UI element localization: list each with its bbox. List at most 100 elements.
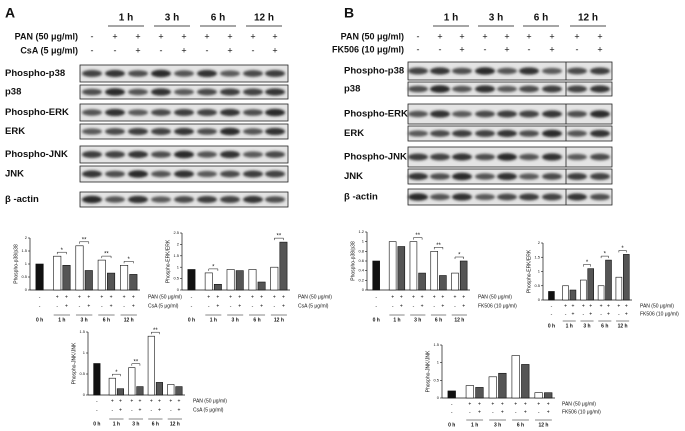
band xyxy=(497,67,517,75)
x-group-label: 12 h xyxy=(124,317,134,323)
bar xyxy=(372,260,380,291)
band xyxy=(105,88,125,96)
band xyxy=(519,110,539,118)
bar xyxy=(84,270,93,291)
band xyxy=(82,109,102,116)
significance-bracket xyxy=(413,237,423,240)
bar xyxy=(270,266,279,291)
treatment-sign: + xyxy=(478,409,481,415)
treatment-sign: + xyxy=(169,398,172,404)
treatment-sign: + xyxy=(87,294,90,300)
band xyxy=(567,153,587,161)
significance-mark: * xyxy=(115,370,118,376)
band xyxy=(82,88,102,96)
band xyxy=(590,173,610,180)
x-group-label: 1 h xyxy=(58,317,65,323)
treatment-sign: + xyxy=(251,294,254,300)
treatment-sign: + xyxy=(260,294,263,300)
time-header: 6 h xyxy=(534,13,548,24)
treatment-sign: + xyxy=(547,401,550,407)
band xyxy=(174,88,194,96)
band xyxy=(265,170,285,178)
blot-label: p38 xyxy=(5,87,21,98)
treatment-label: PAN (50 μg/ml) xyxy=(478,294,512,300)
band xyxy=(220,88,240,96)
significance-bracket xyxy=(600,255,609,259)
y-tick-label: 1 xyxy=(362,239,365,244)
treatment-sign: + xyxy=(501,409,504,415)
band xyxy=(174,70,194,77)
treatment-sign: - xyxy=(39,294,41,300)
bar xyxy=(430,251,438,291)
significance-bracket xyxy=(583,264,591,267)
band xyxy=(220,150,240,159)
y-tick-label: 0.5 xyxy=(173,276,179,281)
treatment-sign: - xyxy=(565,311,567,317)
band xyxy=(430,110,450,118)
treatment-sign: + xyxy=(177,407,180,413)
treatment-label: PAN (50 μg/ml) xyxy=(15,31,78,41)
treatment-sign: - xyxy=(230,303,232,309)
y-tick-label: 1 xyxy=(437,360,440,365)
x-group-label: 0 h xyxy=(188,317,195,323)
blot-label: ERK xyxy=(5,126,25,137)
bar xyxy=(167,384,175,396)
bar xyxy=(248,269,257,291)
y-tick-label: 1 xyxy=(177,264,180,269)
band xyxy=(567,193,587,201)
treatment-sign: + xyxy=(537,401,540,407)
band xyxy=(430,85,450,93)
time-header: 3 h xyxy=(489,13,503,24)
treatment-label: PAN (50 μg/ml) xyxy=(298,294,332,300)
significance-mark: * xyxy=(458,253,461,259)
treatment-sign: + xyxy=(547,409,550,415)
y-tick-label: 2 xyxy=(25,235,28,240)
x-group-label: 3 h xyxy=(81,317,88,323)
time-header: 12 h xyxy=(578,13,598,24)
band xyxy=(590,153,610,161)
treatment-sign: - xyxy=(576,44,579,54)
bar xyxy=(447,390,456,399)
treatment-label: CsA (5 μg/ml) xyxy=(20,45,78,55)
y-tick-label: 0 xyxy=(83,392,86,397)
treatment-sign: + xyxy=(412,294,415,300)
treatment-sign: + xyxy=(158,398,161,404)
band xyxy=(82,195,102,204)
band xyxy=(220,196,240,203)
treatment-sign: - xyxy=(91,31,94,41)
band xyxy=(220,170,240,178)
x-group-label: 1 h xyxy=(113,421,120,427)
treatment-sign: + xyxy=(112,31,117,41)
band xyxy=(519,85,539,93)
band xyxy=(408,67,428,75)
treatment-sign: + xyxy=(571,303,574,309)
treatment-sign: - xyxy=(208,303,210,309)
bar xyxy=(116,388,124,396)
significance-mark: ** xyxy=(134,359,139,365)
band xyxy=(105,128,125,135)
treatment-label: FK506 (10 μg/ml) xyxy=(332,44,404,54)
band xyxy=(243,170,263,178)
treatment-sign: + xyxy=(526,31,531,41)
y-tick-label: 2.5 xyxy=(173,230,179,235)
band xyxy=(151,109,171,116)
treatment-sign: - xyxy=(56,303,58,309)
x-group-label: 3 h xyxy=(132,421,139,427)
treatment-label: PAN (50 μg/ml) xyxy=(193,398,227,404)
band xyxy=(497,129,517,138)
treatment-sign: + xyxy=(181,31,186,41)
treatment-sign: + xyxy=(524,409,527,415)
time-header: 1 h xyxy=(119,13,133,24)
treatment-sign: - xyxy=(96,407,98,413)
treatment-sign: + xyxy=(617,303,620,309)
y-axis-title: Phospho-ERK/ERK xyxy=(526,249,532,293)
treatment-sign: - xyxy=(417,31,420,41)
treatment-sign: - xyxy=(582,311,584,317)
x-group-label: 3 h xyxy=(494,422,501,428)
band xyxy=(497,85,517,93)
band xyxy=(567,110,587,118)
x-group-label: 1 h xyxy=(393,317,400,323)
treatment-sign: + xyxy=(597,31,602,41)
band xyxy=(430,153,450,161)
bar xyxy=(279,241,288,291)
